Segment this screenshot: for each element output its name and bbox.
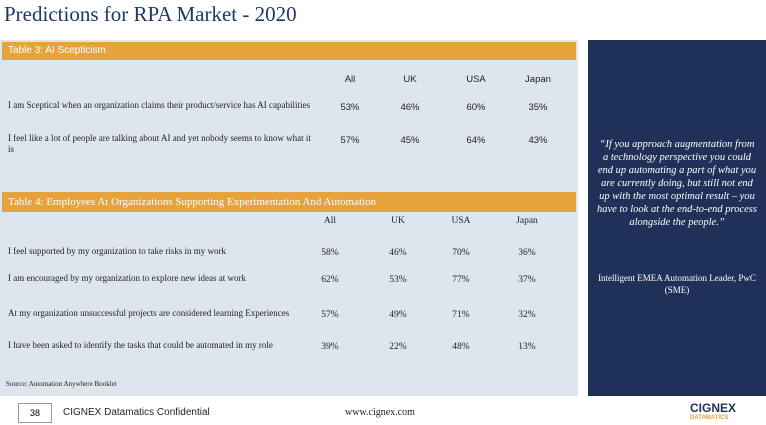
cell-value: 60% (466, 102, 486, 113)
column-header: UK (391, 216, 405, 226)
cell-value: 62% (321, 275, 339, 285)
cell-value: 32% (518, 310, 536, 320)
logo: CIGNEX (690, 401, 737, 415)
cell-value: 58% (321, 248, 339, 258)
cell-value: 71% (452, 310, 470, 320)
table4-header-bar (2, 192, 576, 212)
left-panel (0, 40, 578, 396)
cell-value: 53% (340, 102, 360, 113)
cell-value: 49% (389, 310, 407, 320)
row-label: I am encouraged by my organization to ex… (8, 273, 247, 283)
column-header: Japan (516, 216, 538, 226)
cell-value: 70% (452, 248, 470, 258)
cell-value: 48% (452, 342, 470, 352)
row-label: I have been asked to identify the tasks … (8, 340, 273, 350)
cell-value: 43% (528, 135, 548, 146)
url: www.cignex.com (345, 407, 415, 418)
title: Predictions for RPA Market - 2020 (4, 2, 297, 26)
column-header: All (344, 74, 356, 85)
cell-value: 57% (340, 135, 360, 146)
row-label: I feel like a lot of people are talking … (8, 133, 311, 154)
quote-panel (588, 40, 766, 396)
cell-value: 57% (321, 310, 339, 320)
cell-value: 64% (466, 135, 486, 146)
cell-value: 45% (400, 135, 420, 146)
column-header: USA (451, 216, 471, 226)
cell-value: 35% (528, 102, 548, 113)
column-header: All (323, 216, 337, 226)
column-header: Japan (525, 74, 551, 85)
cell-value: 77% (452, 275, 470, 285)
logo-sub: DATAMATICS (690, 415, 729, 421)
column-header: USA (466, 74, 486, 85)
table4-title: Table 4: Employees At Organizations Supp… (8, 196, 377, 208)
cell-value: 37% (518, 275, 536, 285)
row-label: At my organization unsuccessful projects… (8, 308, 290, 318)
cell-value: 46% (389, 248, 407, 258)
quote-text: “If you approach augmentation from a tec… (597, 139, 757, 228)
table3-title: Table 3: AI Scepticism (8, 45, 106, 56)
table3-header-bar (2, 42, 576, 60)
cell-value: 36% (518, 248, 536, 258)
column-header: UK (403, 74, 417, 85)
cell-value: 46% (400, 102, 420, 113)
cell-value: 22% (389, 342, 407, 352)
row-label: I feel supported by my organization to t… (8, 246, 227, 256)
page-number: 38 (18, 403, 52, 423)
quote-attribution: Intelligent EMEA Automation Leader, PwC … (598, 273, 756, 295)
cell-value: 53% (389, 275, 407, 285)
cell-value: 39% (321, 342, 339, 352)
source: Source: Automation Anywhere Booklet (6, 380, 117, 388)
row-label: I am Sceptical when an organization clai… (8, 100, 310, 110)
cell-value: 13% (518, 342, 536, 352)
confidential: CIGNEX Datamatics Confidential (63, 407, 210, 418)
